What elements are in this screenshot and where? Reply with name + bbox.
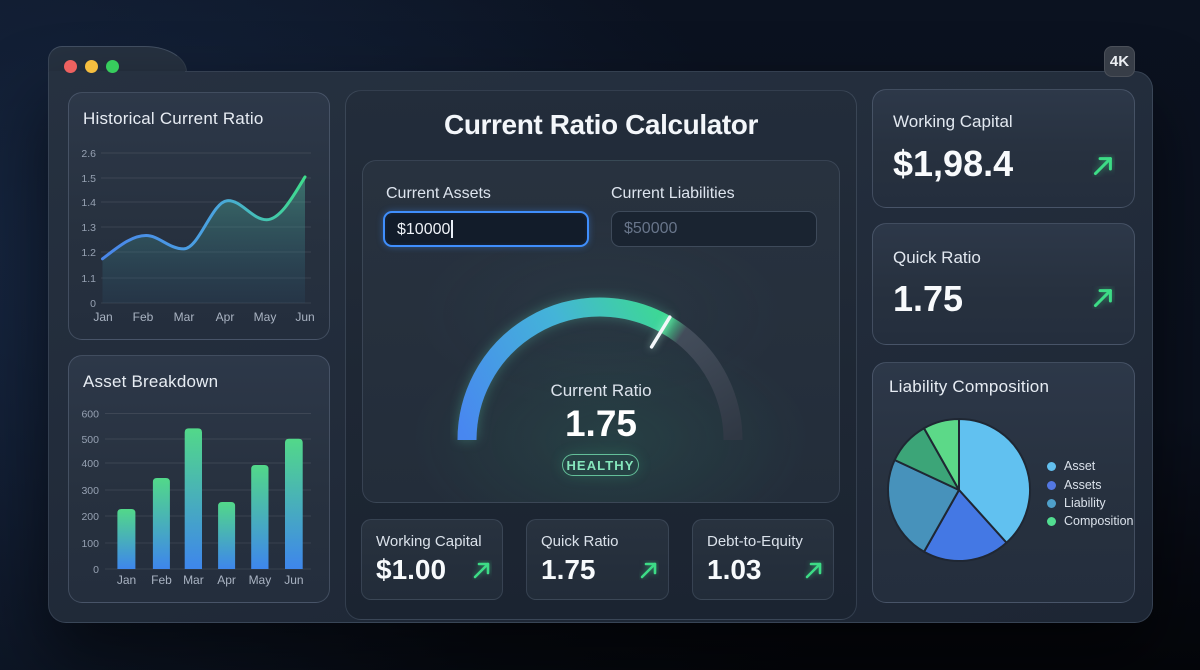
svg-text:600: 600: [81, 409, 99, 421]
svg-text:1.5: 1.5: [81, 173, 96, 185]
svg-text:Jun: Jun: [295, 310, 314, 324]
svg-text:500: 500: [81, 434, 99, 446]
svg-text:300: 300: [81, 485, 99, 497]
svg-text:1.4: 1.4: [81, 197, 96, 209]
svg-text:0: 0: [90, 298, 96, 310]
svg-text:Mar: Mar: [174, 310, 195, 324]
svg-text:Jan: Jan: [117, 573, 136, 587]
svg-text:Jan: Jan: [93, 310, 112, 324]
svg-text:200: 200: [81, 511, 99, 523]
svg-text:1.3: 1.3: [81, 222, 96, 234]
svg-text:Mar: Mar: [183, 573, 204, 587]
svg-text:May: May: [254, 310, 277, 324]
svg-text:Feb: Feb: [151, 573, 172, 587]
svg-text:May: May: [249, 573, 272, 587]
svg-text:Apr: Apr: [216, 310, 235, 324]
svg-text:100: 100: [81, 538, 99, 550]
svg-text:Feb: Feb: [133, 310, 154, 324]
svg-text:Jun: Jun: [284, 573, 303, 587]
svg-text:1.1: 1.1: [81, 273, 96, 285]
svg-text:400: 400: [81, 458, 99, 470]
svg-text:Apr: Apr: [217, 573, 236, 587]
svg-text:0: 0: [93, 564, 99, 576]
svg-text:2.6: 2.6: [81, 148, 96, 160]
svg-text:1.2: 1.2: [81, 247, 96, 259]
